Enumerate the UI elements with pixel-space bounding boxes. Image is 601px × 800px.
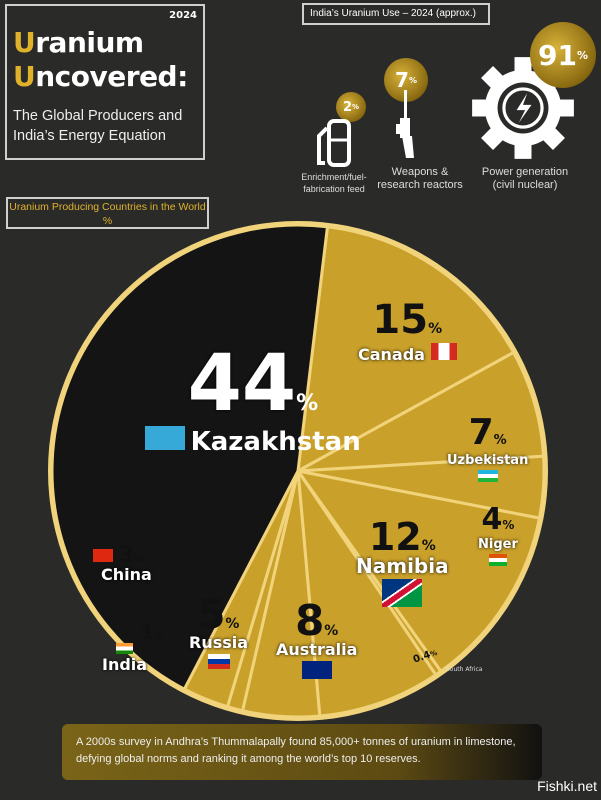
flag-china-icon [92, 549, 113, 562]
india-use-title: India’s Uranium Use – 2024 (approx.) [302, 3, 490, 25]
flag-canada-icon [430, 343, 457, 360]
chart-title: Uranium Producing Countries in the World… [6, 197, 209, 229]
flag-kazakhstan-icon [145, 426, 185, 450]
rifle-icon [396, 90, 414, 158]
flag-russia-icon [207, 654, 230, 669]
power-label: Power generation (civil nuclear) [481, 166, 569, 191]
label-namibia: 12% Namibia [356, 518, 449, 610]
weapons-bubble: 7% [384, 58, 428, 102]
watermark: Fishki.net [537, 778, 597, 794]
flag-uzbekistan-icon [477, 470, 498, 482]
enrichment-bubble: 2% [336, 92, 366, 122]
label-uzbekistan: 7% Uzbekistan [447, 415, 528, 485]
main-title: Uranium Uncovered: [13, 26, 188, 93]
weapons-label: Weapons & research reactors [377, 166, 463, 191]
gear-lightning-icon [470, 55, 576, 161]
subtitle: The Global Producers and India’s Energy E… [13, 108, 183, 144]
pie-slice-kazakhstan [50, 223, 330, 692]
title-box: 2024 Uranium Uncovered: The Global Produ… [5, 4, 205, 160]
flag-namibia-icon [382, 579, 423, 607]
pie-slice-canada [296, 225, 516, 474]
thummalapally-note: A 2000s survey in Andhra’s Thummalapally… [62, 724, 542, 780]
power-bubble: 91% [530, 22, 596, 88]
pie-slice-australia [295, 465, 438, 718]
label-russia: 5% Russia [189, 595, 248, 672]
label-china: 3% China [85, 545, 152, 583]
flag-india-icon [116, 643, 134, 654]
enrichment-label: Enrichment/fuel-fabrication feed [301, 172, 367, 194]
pie-slice-uzbekistan [297, 350, 546, 473]
label-india: India [102, 640, 147, 673]
flag-niger-icon [488, 554, 507, 566]
label-india-value: 1% [140, 620, 163, 644]
label-australia: 8% Australia [276, 600, 357, 682]
label-kazakhstan: 44% Kazakhstan [145, 345, 361, 455]
label-canada: 15% Canada [358, 300, 457, 363]
pie-slice-namibia [294, 468, 542, 674]
label-south-africa: South Africa [446, 666, 483, 673]
fuel-pump-icon [317, 119, 351, 167]
flag-australia-icon [301, 661, 332, 679]
label-niger: 4% Niger [478, 505, 518, 569]
year: 2024 [169, 10, 197, 21]
